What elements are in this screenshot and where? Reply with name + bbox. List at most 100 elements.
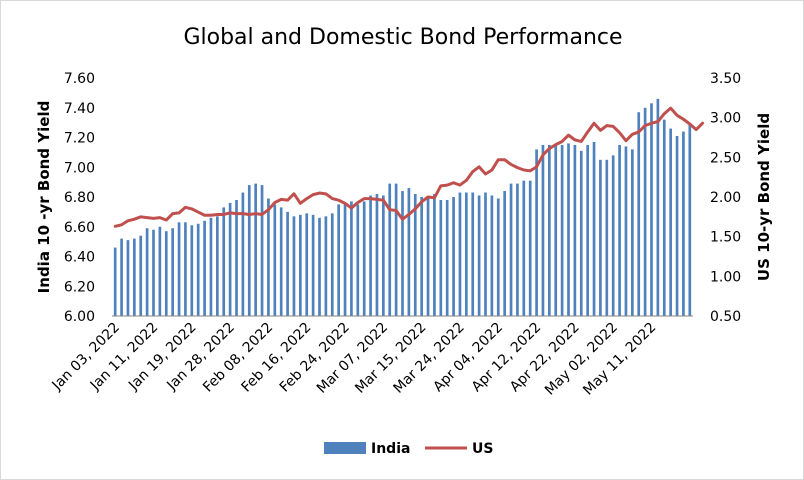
india-bar: [465, 192, 468, 316]
india-bar: [675, 136, 679, 316]
india-bar: [541, 144, 545, 316]
left-axis-ticks: 6.00 6.20 6.40 6.60 6.80 7.00 7.20 7.40 7.60: [64, 71, 95, 325]
india-bar: [126, 240, 130, 316]
india-bar: [177, 222, 181, 316]
india-bar: [279, 207, 283, 316]
india-bar: [631, 149, 634, 316]
india-bar: [267, 198, 270, 316]
india-bar: [152, 229, 155, 316]
india-bar: [522, 180, 526, 316]
y-right-tick-label: 3.50: [710, 71, 741, 87]
india-bar: [688, 124, 692, 316]
india-bar: [573, 144, 577, 316]
india-bar: [401, 191, 404, 316]
india-bar: [394, 183, 398, 316]
india-bar: [369, 195, 372, 316]
india-bar: [579, 150, 583, 316]
india-bar: [420, 197, 423, 316]
india-bar: [624, 146, 628, 316]
india-bar: [184, 222, 187, 316]
india-bar: [388, 183, 392, 316]
india-bar: [567, 143, 570, 316]
india-bar: [260, 185, 264, 316]
india-bar: [337, 204, 340, 316]
india-bar: [682, 131, 685, 316]
legend: India US: [324, 441, 493, 457]
india-bar: [228, 202, 232, 316]
india-bar: [592, 141, 596, 316]
india-bar: [171, 228, 174, 316]
india-bar: [330, 213, 334, 316]
india-bar: [426, 197, 430, 316]
india-bar: [222, 207, 226, 316]
y-left-tick-label: 7.60: [64, 71, 95, 87]
india-bar: [196, 223, 200, 316]
india-bar: [120, 238, 123, 316]
india-bar: [445, 199, 449, 316]
india-bar: [247, 185, 251, 316]
india-bar: [637, 112, 641, 317]
india-bar: [164, 231, 168, 316]
india-bar: [509, 183, 513, 316]
india-bar: [643, 107, 647, 316]
y-right-tick-label: 2.50: [710, 150, 741, 166]
india-bar: [273, 204, 277, 316]
india-bar: [548, 144, 551, 316]
y-right-axis-title: US 10-yr Bond Yield: [755, 113, 773, 281]
india-bar: [439, 199, 443, 316]
india-bar: [503, 191, 506, 316]
right-axis-ticks: 0.50 1.00 1.50 2.00 2.50 3.00 3.50: [710, 71, 741, 325]
us-line-group: [113, 106, 705, 228]
india-bar: [650, 103, 653, 316]
y-left-tick-label: 7.40: [64, 101, 95, 117]
india-bar: [209, 217, 213, 316]
india-bar: [560, 144, 564, 316]
india-bar: [471, 192, 475, 316]
india-bar: [318, 217, 321, 316]
india-bar: [375, 194, 379, 316]
india-bar: [311, 214, 315, 316]
india-bar: [452, 197, 455, 316]
india-bar: [662, 119, 666, 317]
india-bar: [458, 192, 462, 316]
y-left-tick-label: 7.00: [64, 160, 95, 176]
y-right-tick-label: 3.00: [710, 111, 741, 127]
legend-india-label: India: [371, 441, 410, 457]
y-left-tick-label: 6.80: [64, 190, 95, 206]
legend-india-swatch: [324, 442, 366, 454]
india-bar: [599, 159, 602, 316]
india-bar: [407, 188, 411, 316]
india-bar: [241, 192, 245, 316]
india-bar: [158, 226, 162, 316]
india-bar: [286, 211, 289, 316]
india-bar: [350, 201, 353, 316]
india-bar: [528, 180, 532, 316]
india-bar: [292, 216, 296, 316]
india-bar: [586, 144, 589, 316]
india-bar: [605, 159, 609, 316]
india-bar: [190, 225, 194, 316]
india-bar: [113, 247, 117, 316]
india-bars: [113, 98, 692, 317]
india-bar: [611, 155, 615, 316]
y-right-tick-label: 1.50: [710, 230, 741, 246]
y-right-tick-label: 0.50: [710, 309, 741, 325]
india-bar: [254, 183, 257, 316]
y-left-tick-label: 6.40: [64, 250, 95, 266]
y-left-tick-label: 6.00: [64, 309, 95, 325]
us-line: [113, 106, 705, 228]
india-bar: [413, 194, 417, 316]
india-bar: [139, 235, 143, 316]
y-left-tick-label: 6.20: [64, 279, 95, 295]
india-bar: [356, 204, 360, 316]
india-bar: [618, 144, 621, 316]
india-bar: [299, 214, 302, 316]
india-bar: [656, 98, 660, 316]
india-bar: [516, 183, 519, 316]
india-bar: [216, 216, 219, 316]
y-left-tick-label: 7.20: [64, 131, 95, 147]
india-bar: [490, 195, 494, 316]
